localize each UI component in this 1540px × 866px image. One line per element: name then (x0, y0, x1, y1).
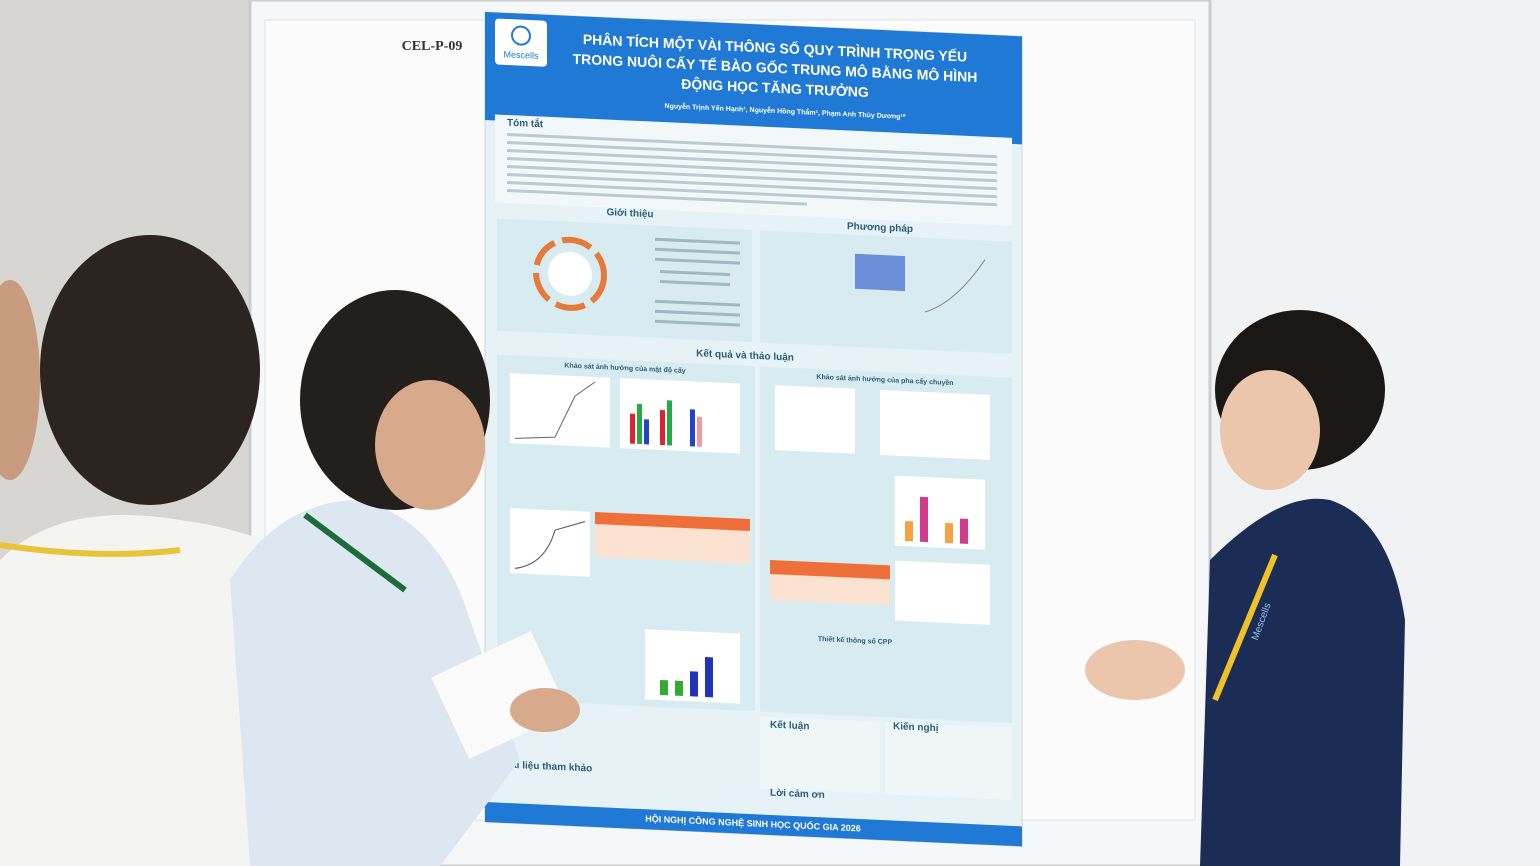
conclusion-box (760, 716, 880, 794)
abstract-lines (507, 132, 997, 207)
section-title: Giới thiệu (606, 207, 653, 220)
figure-bars (660, 656, 713, 698)
man-with-glasses (230, 290, 580, 866)
poster-header (485, 12, 1022, 145)
section-title: Tài liệu tham khảo (505, 760, 592, 775)
figure (620, 378, 740, 454)
presenter: Mescells (1085, 310, 1405, 866)
figure-bars (630, 400, 702, 447)
figure-curve (514, 521, 586, 569)
intro-diagram (548, 251, 592, 296)
logo-box (495, 18, 547, 67)
section-title: Lời cảm ơn (770, 788, 825, 801)
figure-bars (905, 496, 968, 544)
poster-logo: Mescells (504, 49, 539, 61)
figure (645, 629, 740, 704)
table-header (595, 511, 750, 532)
section-title: Kết luận (770, 719, 809, 733)
figure (775, 385, 855, 454)
recommendation-box (885, 722, 1012, 800)
figure-curve (514, 381, 596, 439)
board-label: CEL-P-09 (402, 39, 463, 54)
section-title: Phương pháp (847, 221, 913, 235)
logo-icon (511, 25, 531, 46)
section-title: Kết quả và thảo luận (696, 347, 794, 363)
poster-footer (485, 802, 1022, 847)
section-title: Kiến nghị (893, 720, 939, 734)
figure (880, 389, 990, 460)
intro-text (655, 237, 740, 327)
methods-curve (924, 259, 986, 313)
methods-figure (855, 253, 905, 292)
figure (510, 373, 610, 448)
methods-panel (760, 230, 1012, 354)
intro-diagram (533, 236, 607, 311)
person-edge (0, 280, 40, 480)
table-header (770, 559, 890, 580)
subsection-title: Thiết kế thông số CPP (818, 635, 893, 646)
figure (895, 560, 990, 625)
poster: Mescells PHÂN TÍCH MỘT VÀI THÔNG SỐ QUY … (484, 11, 1023, 847)
section-title: Tóm tắt (507, 116, 544, 131)
